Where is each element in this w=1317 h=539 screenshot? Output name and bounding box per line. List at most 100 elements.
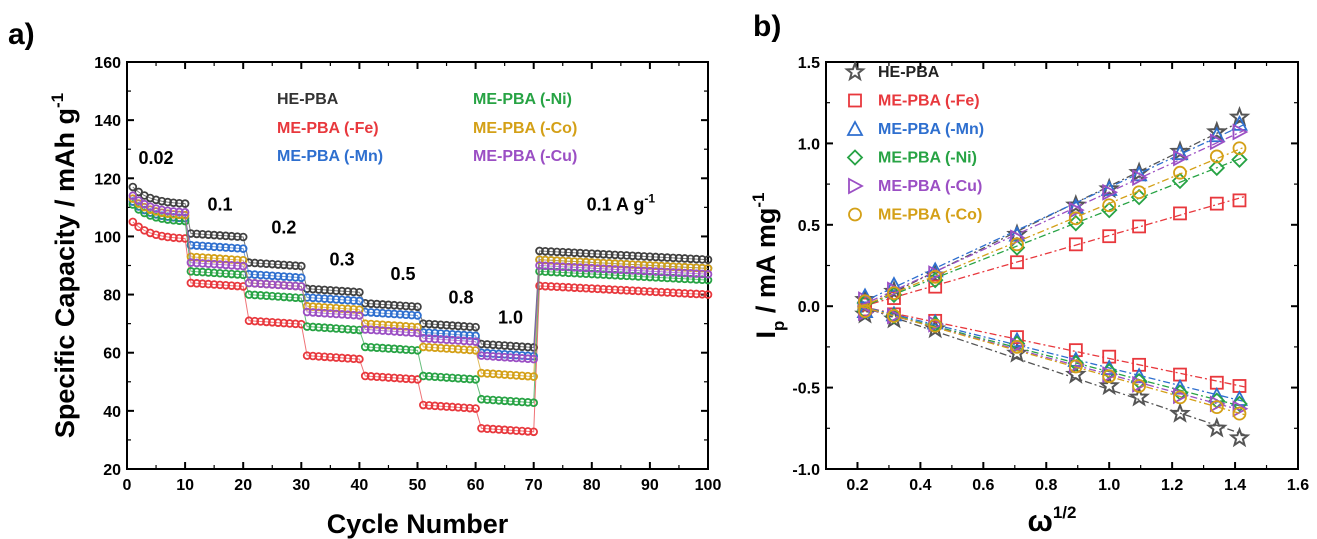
rate-label-text: 0.2 [271, 218, 296, 238]
rate-label: 0.5 [390, 264, 415, 284]
legend-a: HE-PBA ME-PBA (-Fe) ME-PBA (-Mn) ME-PBA (-N… [277, 91, 577, 165]
data-point [668, 268, 678, 277]
x-tick-label: 60 [467, 477, 485, 494]
data-point [401, 322, 411, 331]
data-point [204, 230, 213, 239]
data-point [453, 373, 463, 383]
legend-entry: ME-PBA (-Ni) [473, 91, 572, 108]
data-point [494, 425, 504, 434]
data-point [663, 288, 672, 297]
data-point [430, 372, 440, 382]
data-point [343, 324, 353, 334]
data-point [233, 261, 242, 270]
data-point [593, 270, 602, 279]
marker-square [848, 93, 862, 108]
data-point [326, 303, 335, 313]
data-point [209, 242, 219, 252]
data-point [424, 328, 434, 338]
data-point [337, 310, 347, 319]
fit-line-anodic [857, 129, 1245, 308]
data-point [349, 296, 358, 305]
data-point [604, 285, 614, 294]
data-point [291, 273, 300, 282]
x-tick-label: 20 [234, 477, 252, 494]
data-point [337, 324, 347, 334]
data-point [192, 241, 202, 250]
data-point [477, 351, 486, 360]
data-point [192, 252, 202, 262]
series-ME-PBA (-Cu) [857, 123, 1249, 418]
data-point [192, 279, 202, 288]
data-point [477, 423, 486, 433]
data-point [616, 285, 626, 295]
data-point [314, 302, 324, 312]
data-point [471, 375, 480, 384]
legend-entry: ME-PBA (-Ni) [878, 150, 977, 167]
data-point [407, 302, 416, 311]
data-point [320, 294, 329, 303]
data-point [622, 259, 631, 269]
data-point [174, 233, 184, 243]
data-point [279, 280, 289, 290]
data-point [285, 272, 294, 282]
x-tick-label: 0 [123, 477, 132, 494]
marker-triangle-right [1132, 169, 1148, 187]
data-point [372, 343, 382, 352]
data-point [296, 261, 306, 271]
data-point [314, 285, 324, 294]
data-point [593, 264, 602, 273]
marker-circle [928, 318, 943, 333]
data-point [581, 257, 591, 267]
rate-label: 0.2 [271, 218, 296, 238]
data-point [500, 396, 509, 406]
data-point [529, 398, 538, 408]
fit-line-anodic [857, 156, 1245, 310]
data-point [697, 289, 707, 299]
data-point [384, 344, 393, 353]
data-point [209, 259, 219, 269]
data-point [204, 242, 213, 251]
data-point [564, 256, 573, 266]
marker-circle [1232, 141, 1247, 156]
data-point [546, 282, 556, 291]
data-point [378, 326, 387, 335]
data-point [523, 354, 533, 364]
data-point [651, 261, 661, 271]
data-point [233, 243, 242, 253]
data-point [273, 271, 283, 281]
data-point [448, 402, 457, 412]
data-point [616, 250, 626, 260]
x-tick-label: 40 [351, 477, 369, 494]
data-point [174, 198, 184, 208]
data-point [424, 334, 434, 343]
data-point [633, 286, 643, 296]
data-point [349, 310, 358, 320]
x-axis-title-sup: 1/2 [1053, 503, 1077, 522]
y-tick-label: 140 [94, 113, 121, 130]
data-point [633, 251, 643, 261]
x-tick-label: 1.4 [1224, 477, 1246, 494]
data-point [198, 229, 207, 239]
data-point [302, 307, 312, 317]
data-point [453, 330, 463, 339]
data-point [570, 263, 579, 272]
legend-entry: ME-PBA (-Cu) [878, 178, 982, 195]
marker-square [1102, 229, 1117, 244]
data-point [128, 182, 138, 192]
marker-triangle-right [1010, 229, 1026, 247]
x-tick-label: 100 [695, 477, 722, 494]
data-point [262, 291, 271, 301]
data-point [523, 342, 533, 352]
data-point [308, 308, 318, 317]
data-point [570, 268, 579, 278]
y-tick-label: 100 [94, 229, 121, 246]
marker-circle [1209, 149, 1224, 164]
data-point [233, 255, 242, 265]
data-point [413, 328, 422, 338]
data-point [599, 270, 608, 279]
data-point [494, 369, 504, 379]
data-point [401, 327, 411, 337]
data-point [610, 259, 620, 268]
data-point [703, 255, 713, 264]
y-axis-title-sup: -1 [749, 192, 768, 207]
